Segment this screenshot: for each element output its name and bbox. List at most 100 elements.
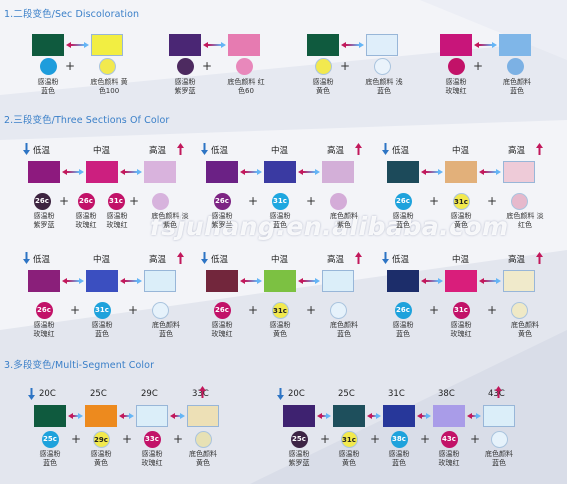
plus-sign: + [129,194,140,208]
color-swatch [85,405,117,427]
plus-sign: + [470,432,481,446]
transition-arrow [240,278,262,284]
pigment-circle [39,57,57,75]
plus-sign: + [370,432,381,446]
color-swatch [144,270,176,292]
pigment-label: 感温粉 玫瑰红 [445,78,467,95]
pigment-circle: 25c [41,430,59,448]
transition-arrow [479,169,501,175]
pigment-label: 感温粉 蓝色 [37,78,59,95]
temperature-label: 高温 [327,146,345,156]
plus-sign: + [473,59,484,73]
pigment-circle [506,57,524,75]
arrow-down-icon [201,143,208,155]
arrow-down-icon [201,252,208,264]
color-swatch [433,405,465,427]
arrow-up-icon [199,386,206,398]
pigment-circle: 26c [213,192,231,210]
transition-arrow [479,278,501,284]
transition-arrow [417,413,431,419]
temperature-label: 低温 [211,255,229,265]
transition-arrow [62,169,84,175]
arrow-up-icon [536,252,543,264]
pigment-circle: 26c [77,192,95,210]
transition-arrow [317,413,331,419]
temperature-label: 31C [388,389,405,399]
temperature-label: 高温 [327,255,345,265]
color-swatch [86,270,118,292]
color-swatch [187,405,219,427]
arrow-up-icon [536,143,543,155]
arrow-up-icon [355,252,362,264]
pigment-circle: 31c [271,192,289,210]
color-swatch [32,34,64,56]
transition-arrow [203,42,226,48]
arrow-up-icon [355,143,362,155]
pigment-circle [98,57,116,75]
transition-arrow [68,413,83,419]
pigment-circle [151,301,169,319]
plus-sign: + [429,303,440,317]
arrow-up-icon [495,386,502,398]
temperature-label: 中温 [93,255,111,265]
pigment-circle [151,192,169,210]
temperature-label: 高温 [149,146,167,156]
plus-sign: + [173,432,184,446]
arrow-down-icon [23,143,30,155]
color-swatch [483,405,515,427]
color-swatch [206,161,238,183]
color-swatch [387,161,419,183]
arrow-up-icon [177,143,184,155]
color-swatch [136,405,168,427]
pigment-label: 底色颜料 浅蓝色 [365,78,403,95]
transition-arrow [170,413,185,419]
color-swatch [91,34,123,56]
temperature-label: 中温 [452,255,470,265]
pigment-label: 底色颜料 蓝色 [330,321,358,338]
color-swatch [503,270,535,292]
pigment-label: 感温粉 蓝色 [392,212,414,229]
pigment-label: 底色颜料 淡紫色 [151,212,189,229]
pigment-label: 底色颜料 紫色 [330,212,358,229]
temperature-label: 33C [192,389,209,399]
pigment-circle [510,192,528,210]
temperature-label: 低温 [211,146,229,156]
color-swatch [445,161,477,183]
pigment-label: 感温粉 紫罗蓝 [174,78,196,95]
plus-sign: + [65,59,76,73]
color-swatch [503,161,535,183]
transition-arrow [298,169,320,175]
plus-sign: + [70,303,81,317]
plus-sign: + [128,303,139,317]
pigment-circle [176,57,194,75]
temperature-label: 38C [438,389,455,399]
plus-sign: + [487,303,498,317]
transition-arrow [474,42,497,48]
color-swatch [169,34,201,56]
pigment-label: 底色颜料 蓝色 [485,450,513,467]
pigment-label: 感温粉 黄色 [338,450,360,467]
transition-arrow [66,42,89,48]
pigment-label: 感温粉 玫瑰红 [33,321,55,338]
color-swatch [333,405,365,427]
pigment-label: 感温粉 玫瑰红 [141,450,163,467]
pigment-label: 感温粉 蓝色 [388,450,410,467]
section-title-multi-segment: 3.多段变色/Multi-Segment Color [4,360,155,371]
pigment-circle: 31c [107,192,125,210]
pigment-circle [329,301,347,319]
pigment-label: 底色颜料 黄色 [511,321,539,338]
pigment-label: 感温粉 黄色 [269,321,291,338]
pigment-label: 底色颜料 黄色 [189,450,217,467]
color-swatch [228,34,260,56]
pigment-label: 感温粉 玫瑰红 [106,212,128,229]
temperature-label: 低温 [33,146,51,156]
pigment-circle: 43c [440,430,458,448]
pigment-circle: 33c [143,430,161,448]
temperature-label: 20C [288,389,305,399]
arrow-down-icon [382,143,389,155]
temperature-label: 29C [141,389,158,399]
plus-sign: + [320,432,331,446]
pigment-label: 感温粉 蓝色 [91,321,113,338]
pigment-label: 底色颜料 红色60 [227,78,265,95]
temperature-label: 低温 [392,255,410,265]
